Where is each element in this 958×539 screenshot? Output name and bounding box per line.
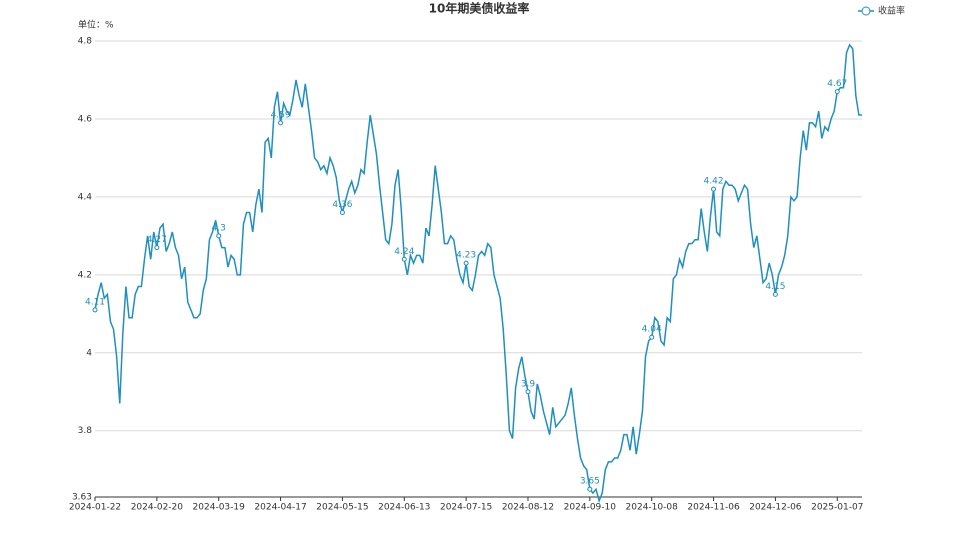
point-marker [278,120,284,126]
data-label: 4.24 [394,247,414,257]
data-label: 4.15 [765,282,785,292]
x-tick-label: 2024-08-12 [502,503,554,513]
x-tick-label: 2024-11-06 [687,503,740,513]
data-label: 4.42 [704,177,724,187]
x-tick-label: 2024-12-06 [749,503,802,513]
point-marker [711,186,717,192]
point-marker [587,486,593,492]
legend-icon [861,6,871,16]
data-label: 4.36 [332,200,352,210]
y-tick-label: 3.63 [72,493,92,503]
data-label: 4.27 [147,235,167,245]
point-marker [772,291,778,297]
data-label: 4.04 [642,325,662,335]
chart-title: 10年期美债收益率 [429,1,530,16]
data-label: 3.65 [580,477,600,487]
point-marker [216,233,222,239]
point-marker [834,89,840,95]
x-tick-label: 2024-02-20 [131,503,184,513]
data-label: 4.11 [85,297,105,307]
data-label: 4.3 [212,223,226,233]
x-tick-label: 2024-01-22 [69,503,121,513]
y-tick-label: 4.2 [78,270,92,280]
point-marker [339,209,345,215]
line [94,43,862,504]
point-marker [401,256,407,262]
x-tick-label: 2024-04-17 [254,503,306,513]
data-label: 3.9 [521,379,536,389]
y-tick-label: 4 [86,348,92,358]
x-tick-label: 2024-09-10 [564,503,617,513]
y-axis-label: 单位：% [78,19,114,31]
data-label: 4.67 [827,79,847,89]
y-tick-label: 4.4 [78,192,93,202]
legend-label: 收益率 [878,5,905,17]
point-marker [463,260,469,266]
y-tick-label: 3.8 [78,426,93,436]
point-marker [154,245,160,251]
y-tick-label: 4.8 [78,37,93,47]
x-tick-label: 2024-03-19 [193,503,246,513]
x-tick-label: 2024-06-13 [378,503,430,513]
x-tick-label: 2024-10-08 [626,503,679,513]
point-marker [649,334,655,340]
data-label: 4.59 [271,110,291,120]
x-tick-label: 2024-07-15 [440,503,492,513]
data-label: 4.23 [456,251,476,261]
point-marker [525,389,531,395]
y-tick-label: 4.6 [78,114,93,124]
point-marker [92,307,98,313]
x-tick-label: 2024-05-15 [316,503,368,513]
x-tick-label: 2025-01-07 [811,503,863,513]
